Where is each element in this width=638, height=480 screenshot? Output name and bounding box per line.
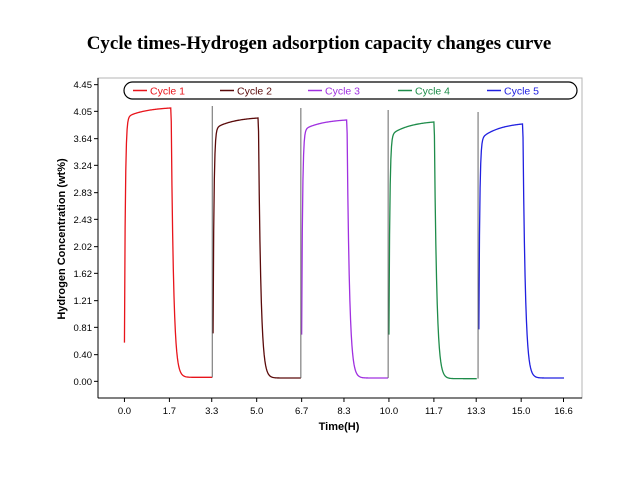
- x-tick-label: 0.0: [118, 406, 131, 417]
- x-tick-label: 13.3: [467, 406, 486, 417]
- y-tick-label: 4.05: [74, 107, 93, 118]
- legend-box: [123, 81, 578, 100]
- series-line-cycle-5: [478, 123, 565, 379]
- legend-label-cycle-4: Cycle 4: [415, 86, 450, 98]
- y-axis-title: Hydrogen Concentration (wt%): [56, 158, 68, 320]
- x-tick-label: 11.7: [425, 406, 443, 417]
- x-tick-label: 5.0: [250, 406, 263, 417]
- y-tick-label: 0.00: [74, 377, 93, 388]
- axes-layer: 0.00 0.40 0.81 1.21 1.62 2.02 2.43 2.83 3.24 3.64…: [74, 78, 582, 417]
- series-layer: [123, 106, 565, 380]
- legend-label-cycle-3: Cycle 3: [325, 86, 360, 98]
- x-tick-label: 8.3: [337, 406, 350, 417]
- x-tick-label: 10.0: [380, 406, 399, 417]
- series-line-cycle-2: [212, 117, 301, 379]
- series-line-cycle-3: [301, 119, 389, 379]
- y-tick-label: 2.02: [74, 242, 93, 253]
- y-tick-label: 2.43: [74, 215, 93, 226]
- series-line-cycle-4: [388, 121, 477, 380]
- plot-frame: [97, 77, 583, 399]
- y-tick-label: 0.81: [74, 323, 93, 334]
- y-tick-label: 3.64: [74, 134, 93, 145]
- legend-label-cycle-2: Cycle 2: [237, 86, 272, 98]
- x-tick-label: 1.7: [163, 406, 176, 417]
- y-tick-label: 1.21: [74, 296, 93, 307]
- y-tick-label: 1.62: [74, 269, 93, 280]
- legend: Cycle 1 Cycle 2 Cycle 3 Cycle 4 Cycle 5: [123, 81, 578, 100]
- y-tick-label: 3.24: [74, 161, 93, 172]
- x-tick-label: 15.0: [512, 406, 531, 417]
- page-title: Cycle times-Hydrogen adsorption capacity…: [86, 33, 552, 54]
- legend-label-cycle-1: Cycle 1: [150, 86, 185, 98]
- x-axis-title: Time(H): [319, 421, 360, 433]
- x-tick-label: 3.3: [205, 406, 218, 417]
- legend-label-cycle-5: Cycle 5: [504, 86, 539, 98]
- y-tick-label: 0.40: [74, 350, 93, 361]
- y-tick-label: 4.45: [74, 80, 93, 91]
- y-tick-label: 2.83: [74, 188, 93, 199]
- series-line-cycle-1: [123, 107, 213, 378]
- x-tick-label: 16.6: [554, 406, 573, 417]
- x-tick-label: 6.7: [295, 406, 308, 417]
